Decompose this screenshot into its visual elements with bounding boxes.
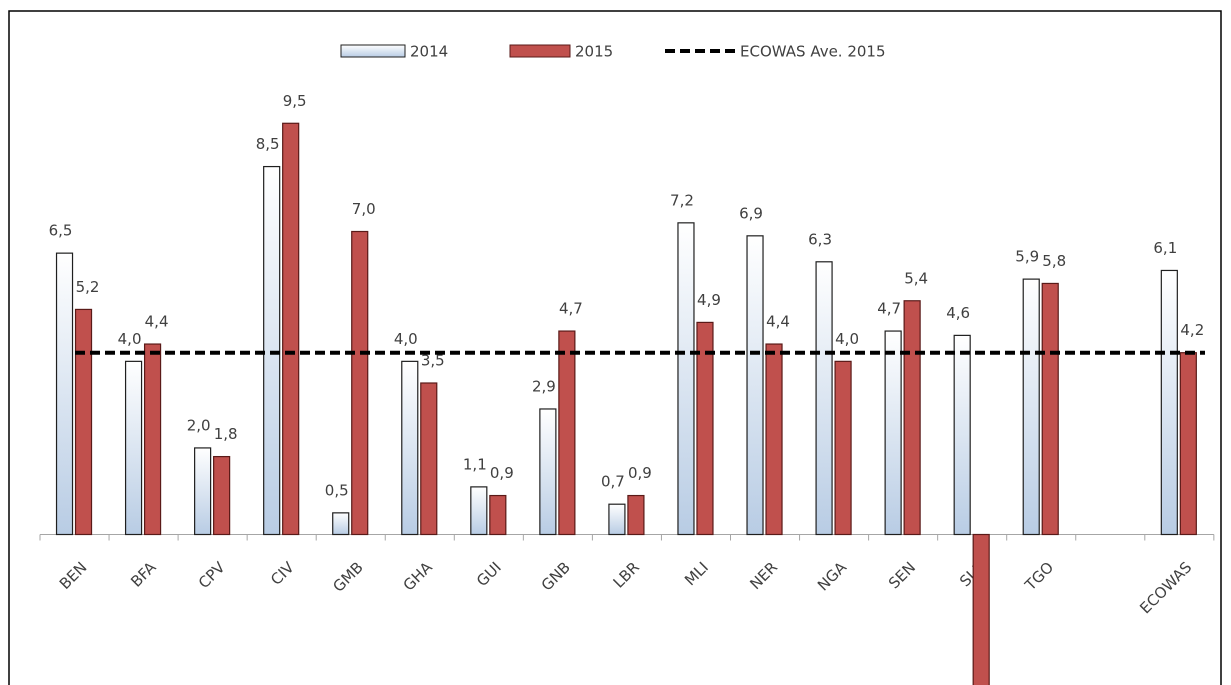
bar: [143, 343, 162, 536]
x-tick-label: CPV: [195, 558, 229, 592]
x-tick-label: NER: [746, 558, 781, 593]
bar: [746, 235, 764, 536]
value-label: 0,5: [325, 481, 349, 499]
bar: [765, 343, 783, 536]
bar: [608, 503, 626, 536]
x-tick-label: TGO: [1021, 558, 1057, 594]
value-label: 1,8: [214, 425, 238, 443]
value-label: 4,7: [559, 300, 583, 318]
x-tick-label: ECOWAS: [1136, 558, 1195, 617]
x-tick-label: NGA: [814, 558, 851, 595]
value-label: 4,4: [145, 313, 169, 331]
value-label: 6,9: [739, 204, 763, 222]
value-label: 4,0: [835, 330, 859, 348]
value-label: 2,0: [187, 416, 211, 434]
value-label: 7,0: [352, 200, 376, 218]
value-label: 5,8: [1042, 252, 1066, 270]
value-label: 4,0: [394, 330, 418, 348]
value-label: 6,1: [1153, 239, 1177, 257]
value-label: 4,7: [877, 300, 901, 318]
value-label: 4,4: [766, 313, 790, 331]
x-tick-label: SEN: [885, 558, 919, 592]
bar: [489, 494, 507, 536]
value-label: 2,9: [532, 377, 556, 395]
bar: [351, 230, 369, 536]
bar: [1041, 282, 1059, 536]
bar: [1179, 352, 1197, 536]
legend-label: 2014: [410, 43, 448, 61]
x-tick-label: GNB: [538, 558, 574, 594]
bar: [420, 382, 438, 536]
bar: [470, 486, 488, 536]
x-tick-label: CIV: [267, 558, 298, 589]
value-label: 0,9: [628, 464, 652, 482]
bar: [884, 330, 902, 536]
bar: [953, 334, 971, 536]
bar: [74, 308, 93, 536]
bar: [539, 408, 557, 536]
value-label: 1,1: [463, 455, 487, 473]
bar: [55, 252, 74, 536]
bar: [696, 321, 714, 536]
value-label: 4,2: [1180, 321, 1204, 339]
value-label: 4,0: [118, 330, 142, 348]
bar: [194, 447, 212, 536]
bar: [213, 455, 231, 536]
legend-swatch: [509, 44, 571, 58]
value-label: 5,4: [904, 269, 928, 287]
bar: [282, 122, 300, 536]
x-tick-label: BFA: [127, 558, 160, 591]
x-tick-label: LBR: [610, 558, 643, 591]
x-tick-label: MLI: [681, 558, 712, 589]
bar: [1160, 269, 1178, 536]
bar: [1022, 278, 1040, 536]
value-label: 5,2: [76, 278, 100, 296]
value-label: 5,9: [1015, 248, 1039, 266]
x-tick-label: GUI: [473, 558, 505, 590]
bar: [677, 222, 695, 536]
value-label: 3,5: [421, 352, 445, 370]
value-label: 9,5: [283, 92, 307, 110]
x-tick-label: BEN: [56, 558, 91, 593]
legend-label: ECOWAS Ave. 2015: [740, 43, 886, 61]
bar: [815, 261, 833, 536]
legend-swatch: [340, 44, 406, 58]
value-label: 0,7: [601, 473, 625, 491]
bar: [124, 360, 143, 536]
x-tick-label: GHA: [400, 558, 437, 595]
value-label: 4,9: [697, 291, 721, 309]
bar: [558, 330, 576, 536]
bar: [401, 360, 419, 536]
value-label: 6,5: [49, 222, 73, 240]
bar: [903, 300, 921, 536]
bar: [263, 165, 281, 536]
value-label: 4,6: [946, 304, 970, 322]
bar: [627, 494, 645, 536]
bar: [834, 360, 852, 536]
value-label: 0,9: [490, 464, 514, 482]
value-label: 6,3: [808, 230, 832, 248]
value-label: 7,2: [670, 191, 694, 209]
legend-label: 2015: [575, 43, 613, 61]
bar: [972, 533, 990, 685]
value-label: 8,5: [256, 135, 280, 153]
x-tick-label: GMB: [329, 558, 366, 595]
frame: [8, 10, 1222, 685]
bar: [332, 512, 350, 536]
